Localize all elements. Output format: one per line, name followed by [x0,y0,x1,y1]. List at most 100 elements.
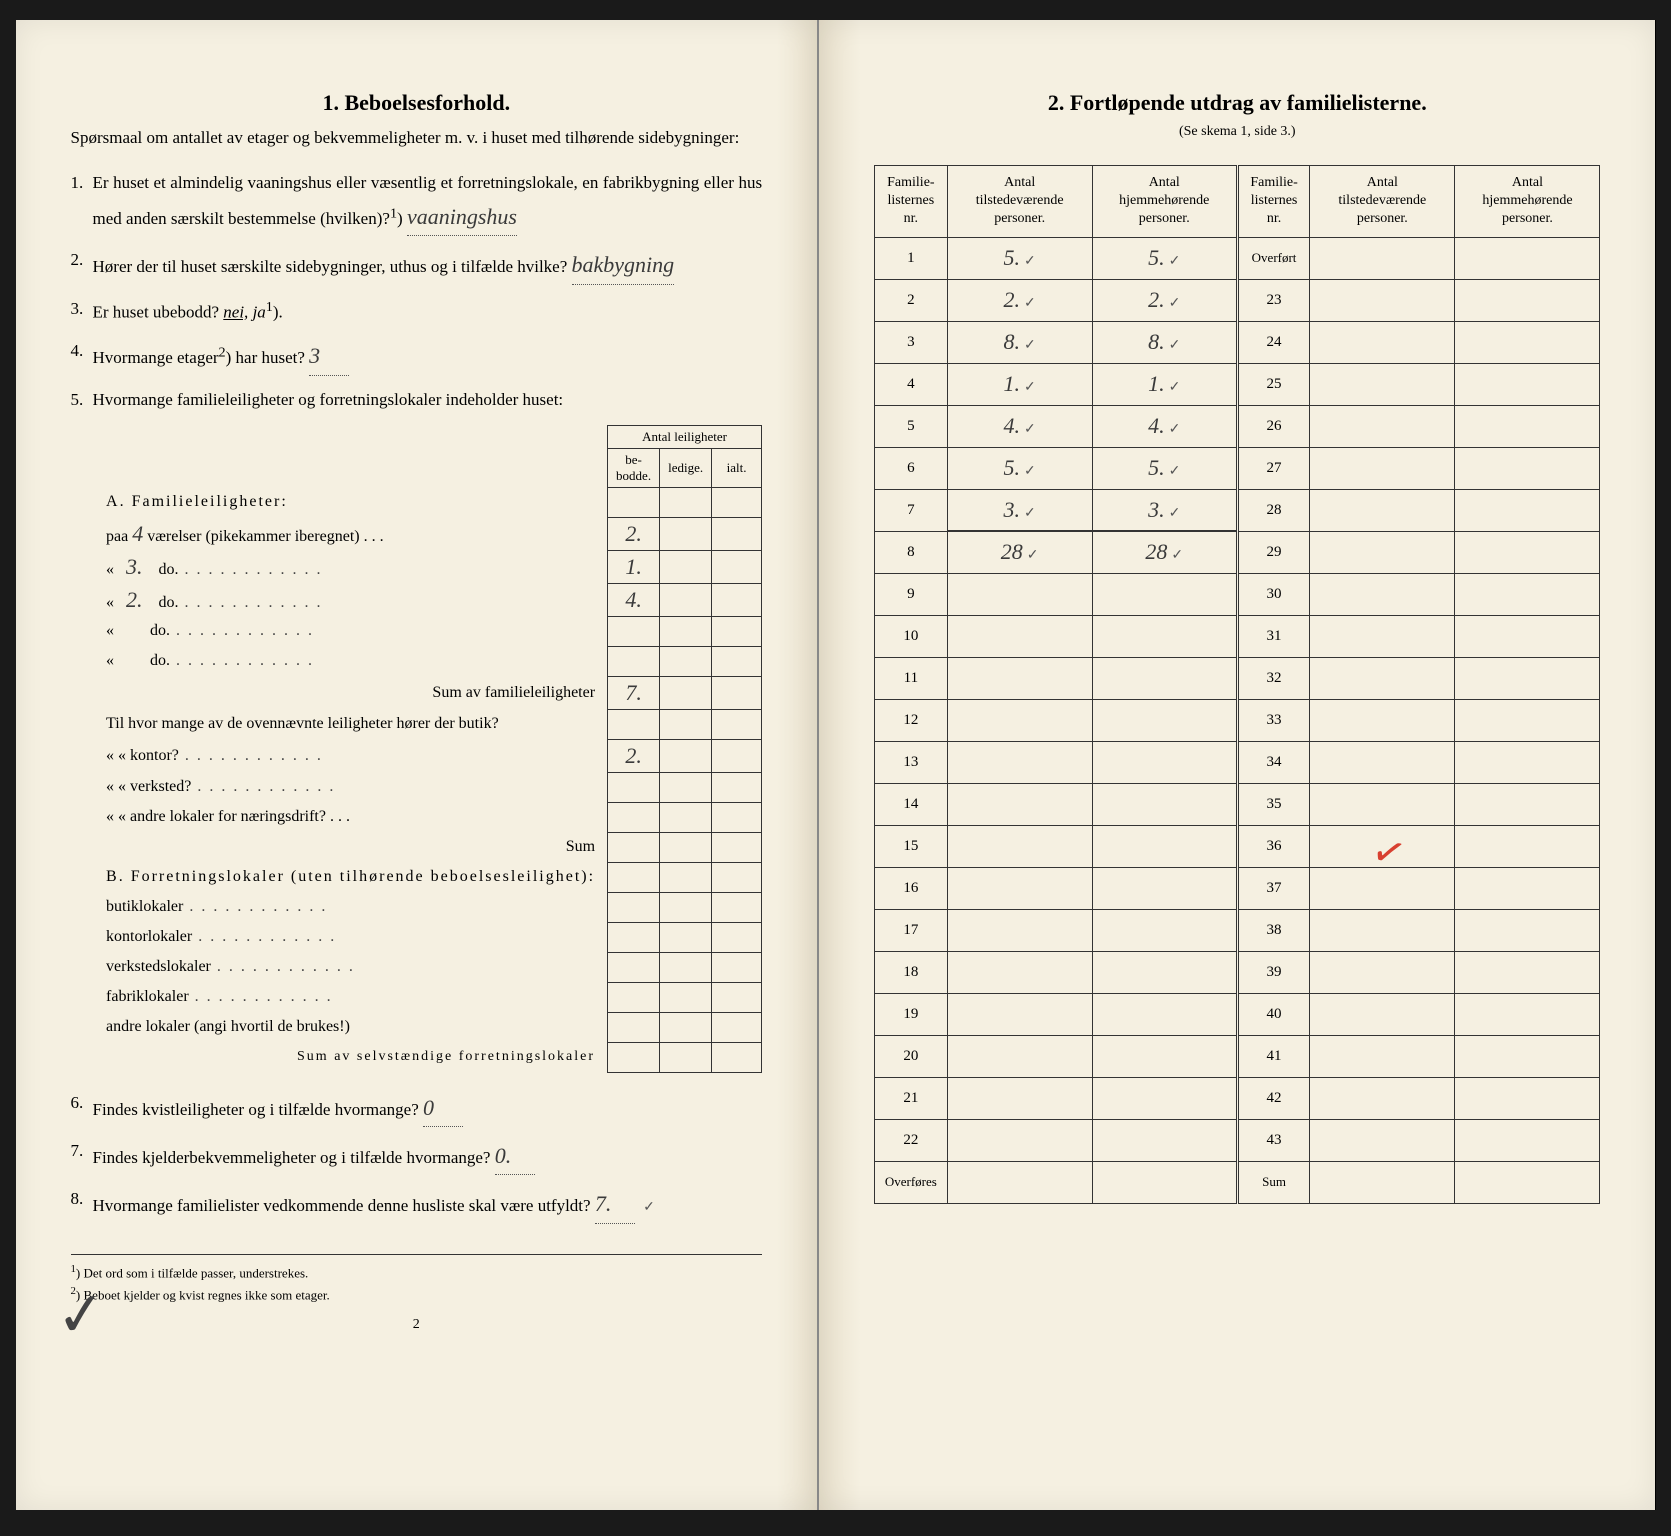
til-verksted: « « verksted? [98,772,608,802]
footnote-2: 2) Beboet kjelder og kvist regnes ikke s… [71,1283,763,1305]
til-kontor-val: 2. [608,739,660,772]
b3-label: verkstedslokaler [106,958,211,975]
col-hdr-nr-2: Familie- listernes nr. [1237,166,1310,238]
hjemme-cell-right [1455,825,1600,867]
hjemme-cell [1092,1035,1237,1077]
tilstede-cell-right [1310,531,1455,573]
hjemme-cell [1092,825,1237,867]
row-nr-right: 36 [1237,825,1310,867]
b1-label: butiklokaler [106,898,183,915]
footnote-1: 1) Det ord som i tilfælde passer, unders… [71,1261,763,1283]
row-nr: 8 [875,531,948,573]
table-row: 1233 [875,699,1600,741]
tilstede-cell-right [1310,783,1455,825]
family-list-table: Familie- listernes nr. Antal tilstedevær… [874,165,1600,1204]
row-nr: 22 [875,1119,948,1161]
tbl-hdr-top: Antal leiligheter [608,425,762,448]
row-nr-right: 27 [1237,447,1310,489]
hjemme-cell: 3.✓ [1092,489,1237,531]
b2-label: kontorlokaler [106,928,192,945]
tilstede-cell: 5.✓ [947,237,1092,279]
q5: 5. Hvormange familieleiligheter og forre… [93,386,763,415]
b5: andre lokaler (angi hvortil de brukes!) [98,1012,608,1042]
row-nr-right: 38 [1237,909,1310,951]
tilstede-cell-right [1310,1077,1455,1119]
hjemme-cell: 5.✓ [1092,237,1237,279]
tilstede-cell-right [1310,237,1455,279]
row-nr: 21 [875,1077,948,1119]
tbl-hdr-ledige: ledige. [660,448,712,487]
right-subtitle: (Se skema 1, side 3.) [874,124,1600,140]
a3-b: 4. [608,583,660,616]
row-nr-right: 41 [1237,1035,1310,1077]
hjemme-cell [1092,573,1237,615]
row-nr: 4 [875,363,948,405]
row-a2: « 3. do. [98,550,608,583]
q5-num: 5. [71,386,84,415]
q6-text: Findes kvistleiligheter og i tilfælde hv… [93,1100,419,1119]
table-row: 38.✓8.✓24 [875,321,1600,363]
row-nr-right: 26 [1237,405,1310,447]
q6-num: 6. [71,1089,84,1118]
col-hdr-tilstede-1: Antal tilstedeværende personer. [947,166,1092,238]
a5-post: do. [150,652,170,669]
tilstede-cell [947,867,1092,909]
hjemme-cell-right [1455,951,1600,993]
tilstede-cell-right [1310,1119,1455,1161]
a2-val: 3. [126,554,143,579]
row-nr: 2 [875,279,948,321]
row-nr-right: 39 [1237,951,1310,993]
tilstede-cell-right [1310,573,1455,615]
hjemme-cell-right [1455,1035,1600,1077]
q4-text-b: ) har huset? [226,348,305,367]
q1-num: 1. [71,169,84,198]
hjemme-cell-right [1455,615,1600,657]
tilstede-cell [947,993,1092,1035]
row-nr-right: 23 [1237,279,1310,321]
b4-label: fabriklokaler [106,988,189,1005]
table-row: 2243 [875,1119,1600,1161]
overfores-label: Overføres [875,1161,948,1203]
q3-nei: nei, [223,303,248,322]
row-nr: 17 [875,909,948,951]
row-nr: 11 [875,657,948,699]
hjemme-cell: 1.✓ [1092,363,1237,405]
large-checkmark: ✓ [53,1278,109,1352]
row-nr: 20 [875,1035,948,1077]
hjemme-cell [1092,615,1237,657]
hjemme-cell-right [1455,405,1600,447]
table-row: 21 42 [875,1077,1600,1119]
col-hdr-hjemme-1: Antal hjemmehørende personer. [1092,166,1237,238]
tilstede-cell-right [1310,951,1455,993]
table-row: 54.✓4.✓26 [875,405,1600,447]
table-row: 1132 [875,657,1600,699]
row-nr-right: 29 [1237,531,1310,573]
row-nr-right: 42 [1237,1077,1310,1119]
tbl-hdr-bebodde: be- bodde. [608,448,660,487]
q2-num: 2. [71,246,84,275]
a2-pre: « [106,561,114,578]
left-page-number: 2 [71,1317,763,1333]
leiligheter-table: Antal leiligheter be- bodde. ledige. ial… [98,425,762,1073]
q7: 7. Findes kjelderbekvemmeligheter og i t… [93,1137,763,1175]
row-nr: 14 [875,783,948,825]
hjemme-cell-right [1455,1119,1600,1161]
table-row: 2041 [875,1035,1600,1077]
hjemme-cell-right [1455,783,1600,825]
q1-sup: 1 [390,205,397,221]
a4-pre: « [106,622,114,639]
tilstede-cell: 2.✓ [947,279,1092,321]
hjemme-cell: 28✓ [1092,531,1237,573]
right-title: 2. Fortløpende utdrag av familielisterne… [874,90,1600,116]
table-row: 73.✓3.✓28 [875,489,1600,531]
b4: fabriklokaler [98,982,608,1012]
tbl-hdr-ialt: ialt. [712,448,762,487]
fn1-num: 1 [71,1263,76,1275]
tilstede-cell-right [1310,615,1455,657]
q3-ja: ja [253,303,266,322]
til-sum: Sum [98,832,608,862]
table-row: 1334 [875,741,1600,783]
col-hdr-hjemme-2: Antal hjemmehørende personer. [1455,166,1600,238]
hjemme-cell [1092,783,1237,825]
a4-post: do. [150,622,170,639]
